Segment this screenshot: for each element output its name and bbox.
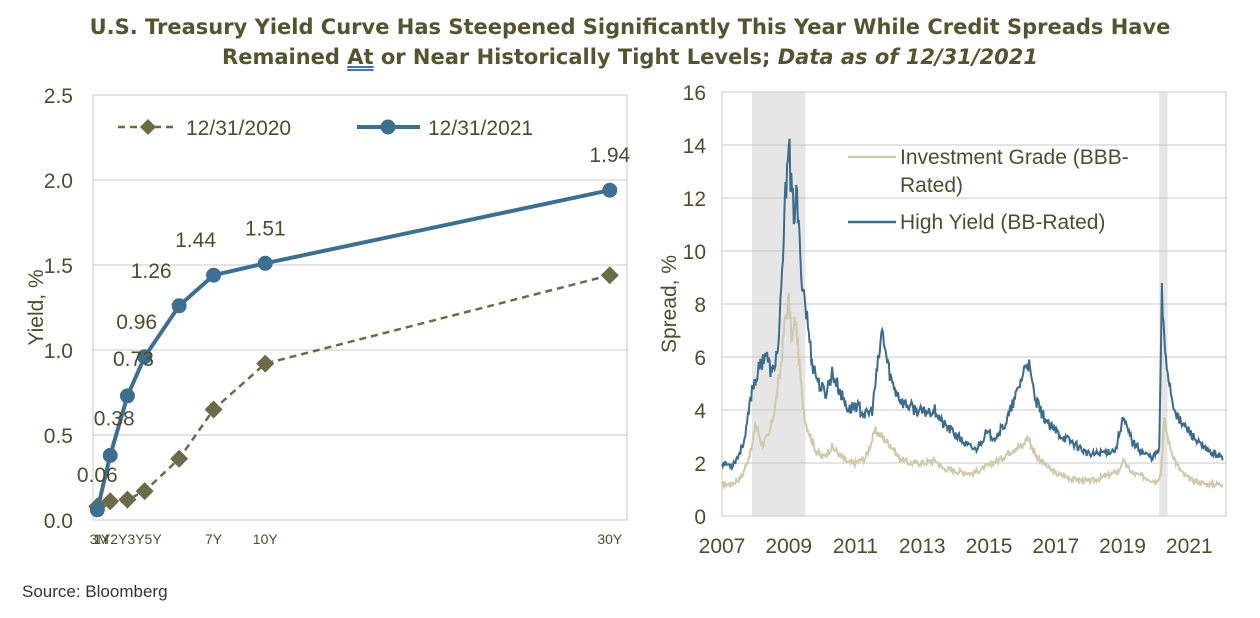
- series-2020-point: [204, 400, 223, 419]
- credit-spread-chart: 0 2 4 6 8 10 12 14 16 2007 2009 2011 2013 2015 2017 201…: [658, 82, 1227, 558]
- series-2020-point: [600, 266, 619, 285]
- legend-2020-marker: [140, 119, 156, 135]
- series-2020-point: [135, 482, 154, 501]
- x-tick-label: 2009: [765, 535, 812, 558]
- data-label: 1.44: [175, 229, 216, 252]
- x-tick-label: 7Y: [205, 531, 223, 547]
- y-axis-label: Spread, %: [658, 255, 681, 353]
- series-2020-point: [101, 492, 120, 511]
- x-tick-label: 30Y: [597, 531, 623, 547]
- title-at: At: [347, 45, 374, 69]
- source-note: Source: Bloomberg: [22, 582, 168, 601]
- x-tick-label: 2013: [899, 535, 946, 558]
- series-2021-point: [602, 182, 618, 198]
- series-2020-point: [170, 449, 189, 468]
- y-tick-label: 0.0: [44, 510, 73, 533]
- series-2021-line: [95, 188, 611, 511]
- y-axis-label: Yield, %: [25, 269, 48, 345]
- x-tick-label: 2017: [1032, 535, 1079, 558]
- data-label: 1.26: [131, 260, 172, 283]
- legend-2020-label: 12/31/2020: [186, 117, 291, 140]
- legend-ig-label-2: Rated): [900, 174, 963, 197]
- y-tick-label: 8: [694, 294, 706, 317]
- series-2021-point: [206, 267, 222, 283]
- y-tick-label: 10: [683, 241, 706, 264]
- y-tick-label: 1.0: [44, 340, 73, 363]
- title-date: Data as of 12/31/2021: [777, 45, 1038, 69]
- title-line-2: Remained At or Near Historically Tight L…: [222, 45, 1038, 69]
- y-tick-label: 0: [694, 506, 706, 529]
- x-tick-label: 2019: [1099, 535, 1146, 558]
- x-tick-label: 2007: [699, 535, 746, 558]
- chart-title: U.S. Treasury Yield Curve Has Steepened …: [0, 12, 1260, 72]
- series-2021-point: [257, 255, 273, 271]
- y-tick-label: 12: [683, 188, 706, 211]
- series-2021-point: [102, 447, 118, 463]
- series-2021-point: [89, 502, 105, 518]
- high-yield-line: [721, 138, 1224, 472]
- legend-ig-label-1: Investment Grade (BBB-: [900, 146, 1129, 169]
- y-tick-label: 0.5: [44, 425, 73, 448]
- legend-2021-label: 12/31/2021: [428, 117, 533, 140]
- x-tick-label: 1Y2Y3Y5Y: [93, 531, 162, 547]
- investment-grade-line: [721, 292, 1224, 490]
- y-tick-label: 6: [694, 347, 706, 370]
- x-tick-label: 10Y: [253, 531, 279, 547]
- data-label: 0.73: [113, 348, 154, 371]
- x-tick-label: 2015: [966, 535, 1013, 558]
- x-tick-label: 2021: [1166, 535, 1213, 558]
- series-2020-point: [256, 354, 275, 373]
- y-tick-label: 1.5: [44, 255, 73, 278]
- legend-hy-label: High Yield (BB-Rated): [900, 211, 1105, 234]
- series-2020-point: [118, 490, 137, 509]
- y-tick-label: 14: [683, 135, 707, 158]
- y-tick-label: 2: [694, 453, 706, 476]
- x-tick-label: 3M: [90, 531, 109, 547]
- y-tick-label: 2.5: [44, 85, 73, 108]
- y-tick-label: 4: [694, 400, 706, 423]
- data-label: 1.51: [245, 217, 286, 240]
- y-tick-label: 2.0: [44, 170, 73, 193]
- series-2021-point: [137, 349, 153, 365]
- legend-2021-marker: [380, 119, 396, 135]
- plot-border: [92, 94, 628, 521]
- plot-border: [721, 91, 1227, 517]
- x-tick-label: 2011: [833, 535, 878, 558]
- data-label: 0.38: [94, 407, 135, 430]
- data-label: 0.06: [77, 464, 118, 487]
- series-2021-point: [119, 388, 135, 404]
- series-2021-point: [171, 298, 187, 314]
- title-line-1: U.S. Treasury Yield Curve Has Steepened …: [89, 15, 1171, 39]
- data-label: 0.96: [116, 311, 157, 334]
- y-tick-label: 16: [683, 82, 706, 105]
- data-label: 1.94: [589, 144, 630, 167]
